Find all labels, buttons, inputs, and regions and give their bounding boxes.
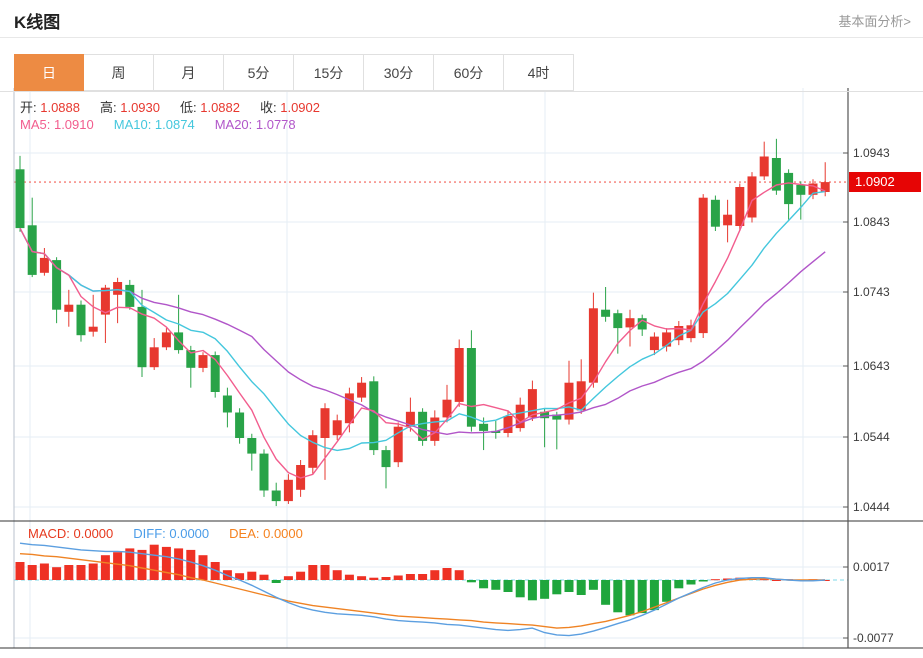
y-axis-label: 1.0444 — [853, 500, 890, 514]
legend-item: 高: 1.0930 — [100, 97, 160, 116]
fundamental-analysis-link[interactable]: 基本面分析> — [838, 14, 911, 29]
tab-月[interactable]: 月 — [154, 54, 224, 91]
legend-value: 0.0000 — [73, 526, 114, 541]
legend-value: 1.0882 — [200, 100, 240, 115]
legend-label: MA10: — [113, 117, 155, 132]
interval-tabbar: 日周月 5分 15分 30分 60分 4时 — [0, 54, 923, 92]
y-axis-label: 1.0643 — [853, 359, 890, 373]
legend-value: 0.0000 — [263, 526, 303, 541]
tab-周[interactable]: 周 — [84, 54, 154, 91]
macd-legend: MACD: 0.0000 DIFF: 0.0000 DEA: 0.0000 — [28, 526, 323, 541]
y-axis-label: 1.0544 — [853, 430, 890, 444]
legend-item: 低: 1.0882 — [180, 97, 240, 116]
y-axis-label: 1.0943 — [853, 146, 890, 160]
legend-item: MA5: 1.0910 — [20, 117, 94, 132]
tab-5分[interactable]: 5分 — [224, 54, 294, 91]
tab-30分[interactable]: 30分 — [364, 54, 434, 91]
last-price-tag: 1.0902 — [849, 172, 921, 192]
legend-item: 收: 1.0902 — [260, 97, 320, 116]
legend-item: MA10: 1.0874 — [114, 117, 195, 132]
y-axis-label: 0.0017 — [853, 560, 890, 574]
y-axis-label: 1.0743 — [853, 285, 890, 299]
ma-legend: MA5: 1.0910 MA10: 1.0874 MA20: 1.0778 — [20, 117, 316, 132]
tab-60分[interactable]: 60分 — [434, 54, 504, 91]
legend-label: DIFF: — [133, 526, 170, 541]
legend-value: 1.0888 — [40, 100, 80, 115]
legend-value: 1.0778 — [255, 117, 296, 132]
legend-item: 开: 1.0888 — [20, 97, 80, 116]
legend-value: 1.0874 — [154, 117, 195, 132]
legend-label: 开: — [20, 100, 41, 115]
legend-item: MA20: 1.0778 — [215, 117, 296, 132]
ohlc-legend: 开: 1.0888 高: 1.0930 低: 1.0882 收: 1.0902 — [20, 97, 340, 116]
legend-item: DIFF: 0.0000 — [133, 526, 209, 541]
legend-value: 1.0902 — [280, 100, 320, 115]
legend-item: DEA: 0.0000 — [229, 526, 303, 541]
legend-label: MA20: — [214, 117, 256, 132]
legend-label: 高: — [100, 100, 121, 115]
legend-label: 收: — [260, 100, 281, 115]
legend-value: 1.0910 — [53, 117, 94, 132]
tab-日[interactable]: 日 — [14, 54, 84, 91]
legend-value: 0.0000 — [169, 526, 210, 541]
legend-value: 1.0930 — [120, 100, 160, 115]
legend-label: 低: — [180, 100, 201, 115]
tab-4时[interactable]: 4时 — [504, 54, 574, 91]
legend-item: MACD: 0.0000 — [28, 526, 113, 541]
legend-label: MACD: — [28, 526, 74, 541]
tab-15分[interactable]: 15分 — [294, 54, 364, 91]
title-divider — [0, 37, 923, 38]
legend-label: DEA: — [229, 526, 264, 541]
page-title: K线图 — [14, 13, 61, 32]
y-axis-label: 1.0843 — [853, 215, 890, 229]
legend-label: MA5: — [20, 117, 54, 132]
y-axis-label: -0.0077 — [853, 631, 894, 645]
